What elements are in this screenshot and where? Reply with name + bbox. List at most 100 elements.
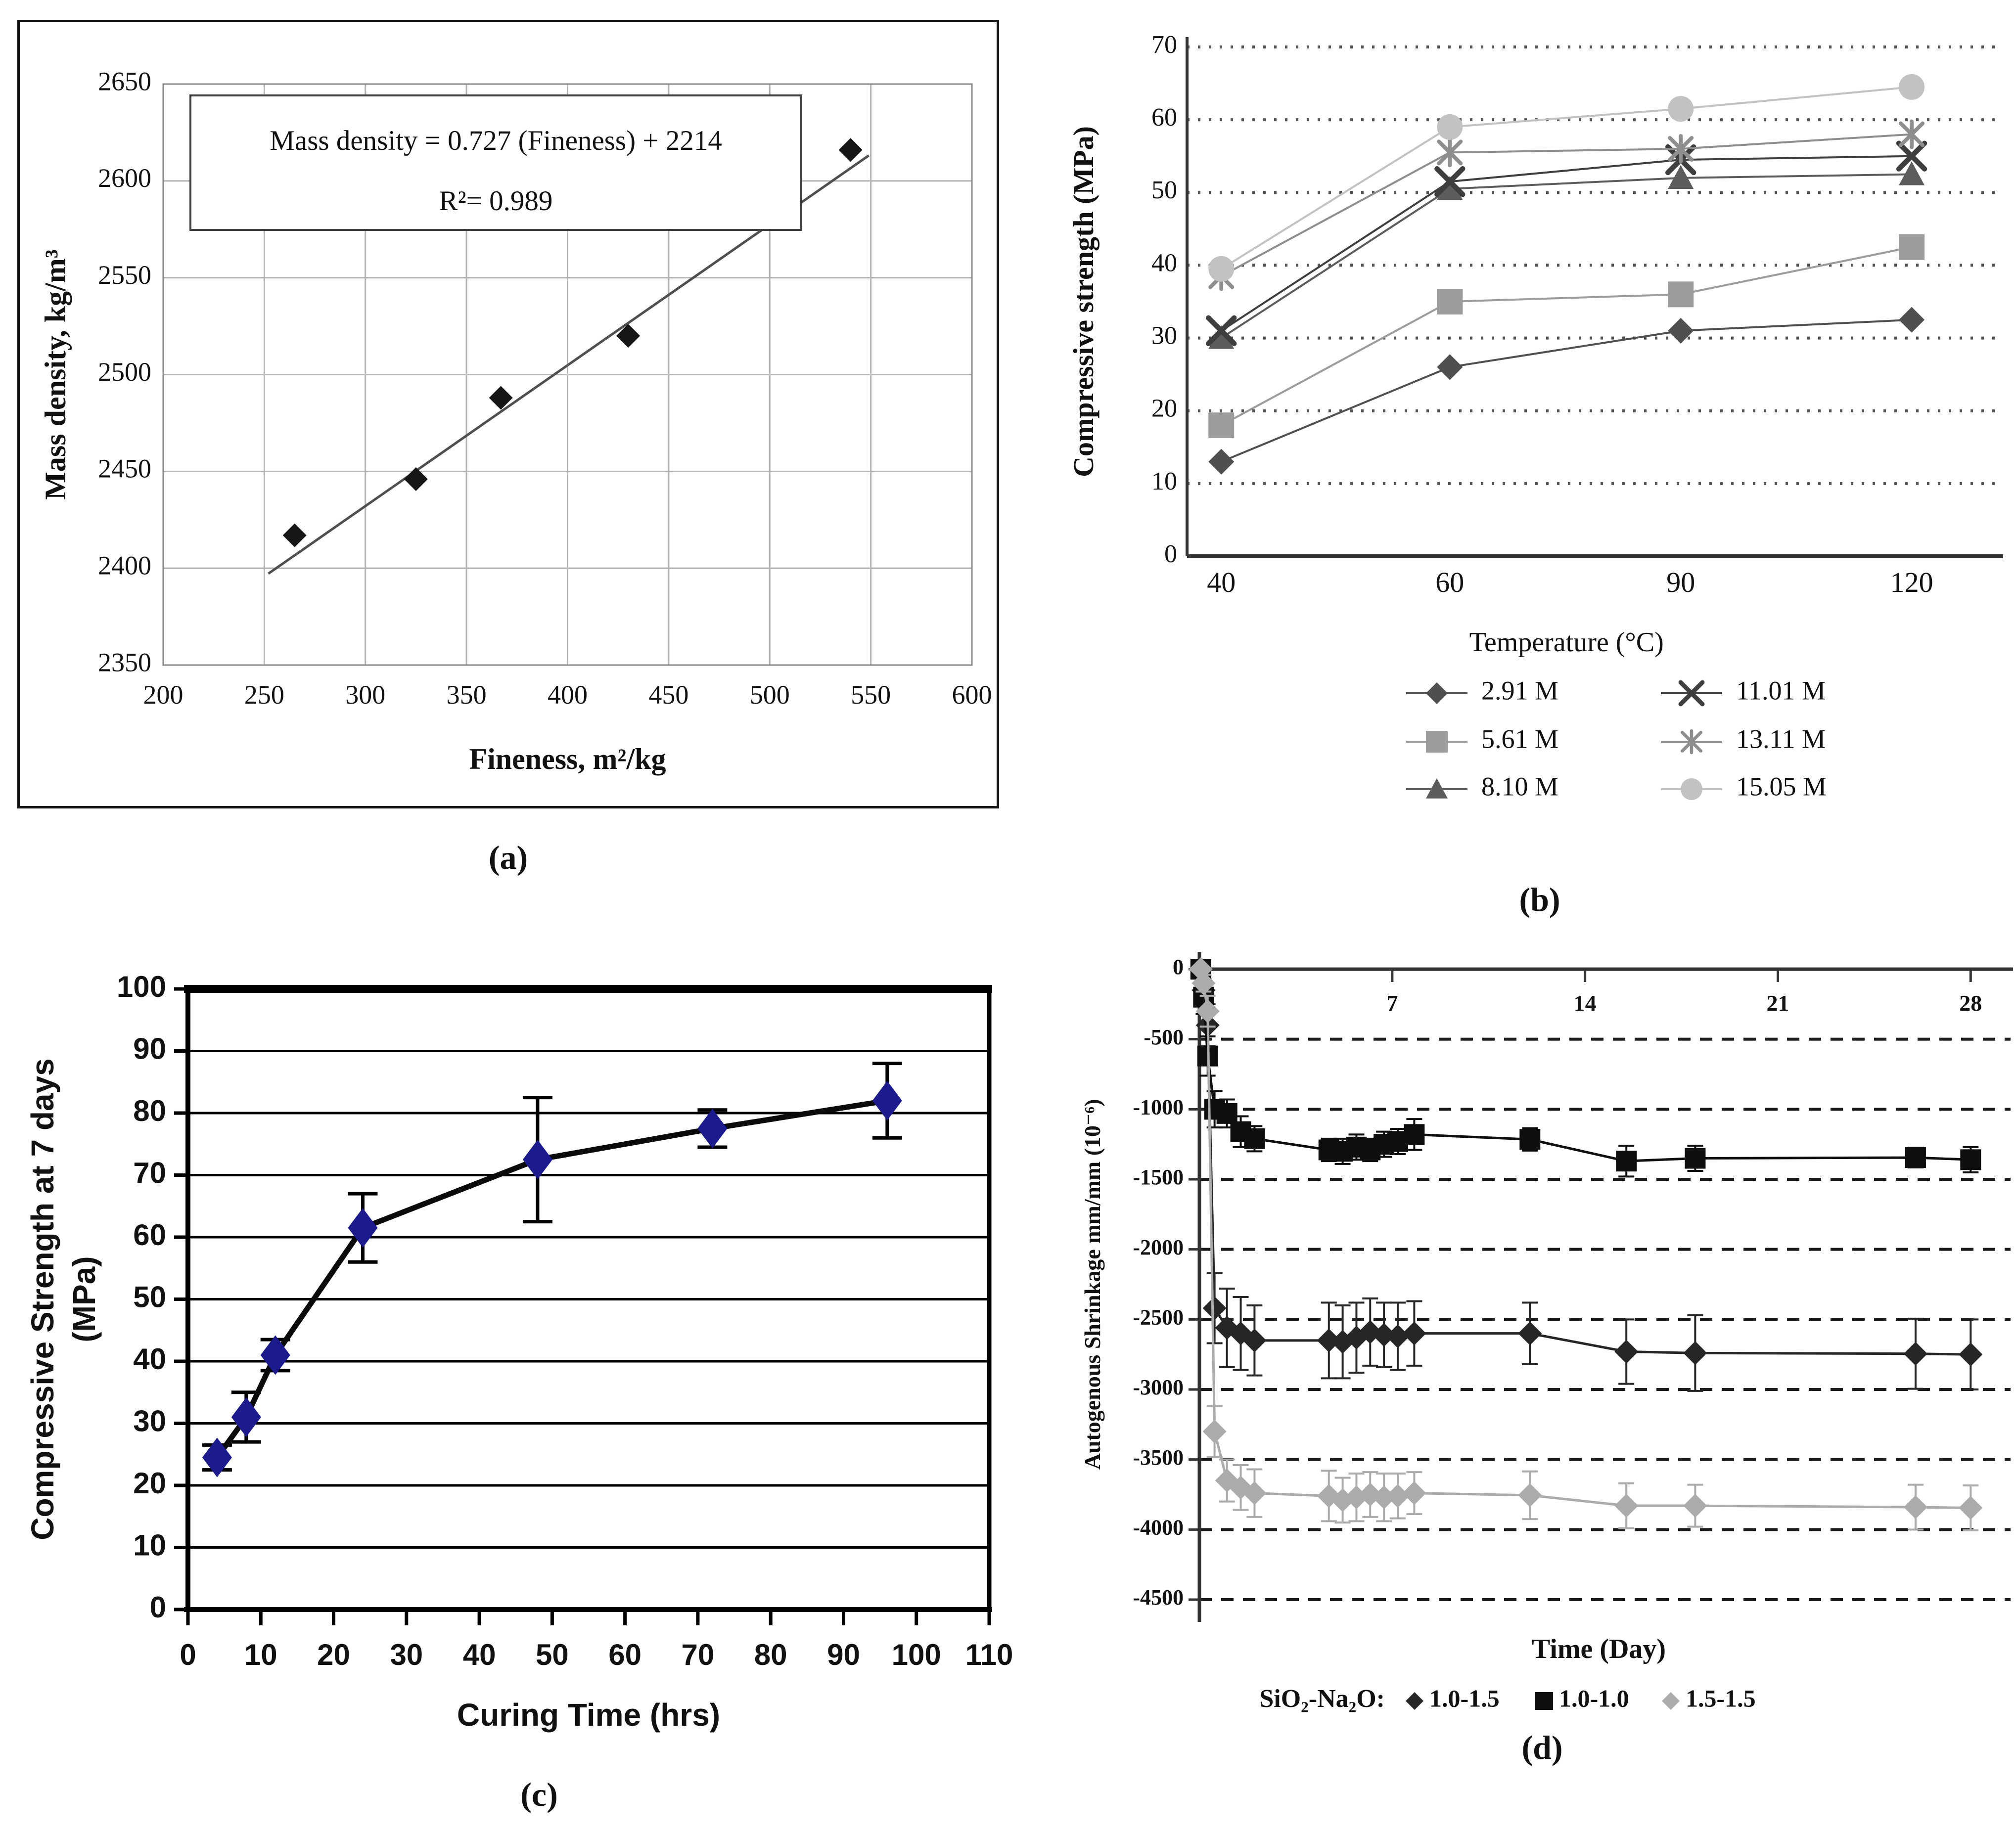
svg-text:90: 90 [827, 1638, 860, 1671]
svg-text:Fineness, m²/kg: Fineness, m²/kg [469, 743, 666, 775]
series-5.61M [1208, 234, 1925, 439]
chart-d-line-errorbars: 7 14 21 28 0 -500 -1000 -1500 -2000 -2500 -3000 -35… [1080, 952, 2013, 1713]
series-13.11M [1208, 119, 1925, 291]
caption-b: (b) [1519, 881, 1560, 918]
svg-text:30: 30 [1151, 322, 1177, 350]
svg-text:-2000: -2000 [1133, 1235, 1184, 1259]
svg-text:80: 80 [133, 1094, 166, 1127]
svg-text:60: 60 [133, 1218, 166, 1252]
svg-text:100: 100 [892, 1638, 941, 1671]
svg-text:20: 20 [133, 1467, 166, 1500]
svg-text:-1500: -1500 [1133, 1165, 1184, 1189]
svg-text:50: 50 [1151, 176, 1177, 204]
svg-text:250: 250 [244, 680, 284, 710]
svg-text:1.0-1.5: 1.0-1.5 [1429, 1684, 1500, 1712]
svg-text:Compressive strength (MPa): Compressive strength (MPa) [1067, 126, 1100, 477]
panel-a: 2350 2400 2450 2500 2550 2600 2650 200 250 300 350… [17, 20, 999, 808]
svg-text:1.5-1.5: 1.5-1.5 [1686, 1684, 1756, 1712]
svg-text:60: 60 [608, 1638, 641, 1671]
svg-text:15.05 M: 15.05 M [1736, 771, 1827, 801]
caption-d: (d) [1521, 1729, 1563, 1766]
svg-text:30: 30 [390, 1638, 423, 1671]
series-2.91M [1208, 307, 1925, 475]
svg-text:-1000: -1000 [1133, 1095, 1184, 1119]
svg-text:-4500: -4500 [1133, 1585, 1184, 1610]
plot-area-b: 0 10 20 30 40 50 60 70 40 60 90 120 Temperature (°C)… [1067, 31, 2003, 658]
chart-a-scatter: 2350 2400 2450 2500 2550 2600 2650 200 250 300 350… [39, 66, 992, 775]
svg-text:R²= 0.989: R²= 0.989 [439, 185, 553, 217]
svg-text:20: 20 [317, 1638, 350, 1671]
svg-text:Curing Time (hrs): Curing Time (hrs) [457, 1697, 720, 1733]
svg-text:110: 110 [965, 1638, 1013, 1671]
svg-text:-500: -500 [1144, 1025, 1184, 1049]
svg-text:550: 550 [851, 680, 891, 710]
svg-text:Temperature (°C): Temperature (°C) [1469, 627, 1664, 658]
legend-b: 2.91 M 5.61 M 8.10 M 11.01 M 13.11 M 15.05 M [1406, 675, 1827, 801]
svg-text:30: 30 [133, 1404, 166, 1437]
equation-annotation: Mass density = 0.727 (Fineness) + 2214 R²… [189, 94, 802, 231]
svg-text:13.11 M: 13.11 M [1736, 724, 1826, 754]
series-strength [202, 1062, 902, 1477]
svg-text:50: 50 [536, 1638, 569, 1671]
svg-text:40: 40 [463, 1638, 496, 1671]
svg-text:70: 70 [133, 1156, 166, 1189]
svg-text:40: 40 [133, 1342, 166, 1376]
svg-text:350: 350 [447, 680, 487, 710]
svg-text:70: 70 [1151, 31, 1177, 59]
svg-text:2500: 2500 [98, 357, 151, 387]
svg-text:14: 14 [1574, 990, 1597, 1016]
svg-text:90: 90 [1666, 566, 1695, 598]
svg-text:400: 400 [548, 680, 588, 710]
svg-text:60: 60 [1435, 566, 1464, 598]
svg-text:2550: 2550 [98, 260, 151, 290]
svg-text:40: 40 [1207, 566, 1236, 598]
series-8.10M [1208, 161, 1925, 349]
data-points [282, 138, 863, 547]
svg-text:Mass density, kg/m³: Mass density, kg/m³ [39, 249, 72, 499]
plot-area-d: 7 14 21 28 0 -500 -1000 -1500 -2000 -2500 -3000 -35… [1080, 952, 2013, 1664]
svg-text:0: 0 [1164, 540, 1177, 568]
svg-text:Time (Day): Time (Day) [1532, 1634, 1666, 1664]
svg-text:-3000: -3000 [1133, 1375, 1184, 1399]
svg-text:Compressive Strength at 7 days: Compressive Strength at 7 days [25, 1058, 60, 1540]
svg-text:450: 450 [648, 680, 688, 710]
svg-text:20: 20 [1151, 395, 1177, 423]
series-1.5-1.5 [1189, 957, 1983, 1531]
svg-text:90: 90 [133, 1032, 166, 1065]
svg-text:1.0-1.0: 1.0-1.0 [1559, 1684, 1629, 1712]
legend-d: SiO₂-Na₂O: 1.0-1.5 1.0-1.0 1.5-1.5 [1259, 1684, 1755, 1712]
svg-text:2.91 M: 2.91 M [1481, 675, 1558, 705]
svg-text:2350: 2350 [98, 647, 151, 677]
series-1.0-1.5 [1189, 957, 1983, 1392]
svg-text:40: 40 [1151, 249, 1177, 277]
chart-b-line: 0 10 20 30 40 50 60 70 40 60 90 120 Temperature (°C)… [1067, 31, 2003, 801]
svg-text:Autogenous Shrinkage mm/mm (10: Autogenous Shrinkage mm/mm (10⁻⁶) [1080, 1099, 1105, 1470]
series-11.01M [1206, 140, 1927, 347]
svg-text:-4000: -4000 [1133, 1515, 1184, 1539]
svg-text:200: 200 [143, 680, 183, 710]
svg-text:7: 7 [1386, 990, 1398, 1016]
plot-area-c: 0 10 20 30 40 50 60 70 80 90 100 110 0 10 20 30 40 50 60 70… [25, 970, 1013, 1733]
svg-text:-2500: -2500 [1133, 1305, 1184, 1329]
svg-text:10: 10 [133, 1528, 166, 1562]
svg-text:21: 21 [1766, 990, 1789, 1016]
svg-text:70: 70 [682, 1638, 715, 1671]
svg-text:80: 80 [754, 1638, 787, 1671]
svg-text:300: 300 [345, 680, 385, 710]
svg-text:600: 600 [952, 680, 992, 710]
svg-text:(MPa): (MPa) [66, 1256, 102, 1342]
svg-text:10: 10 [1151, 467, 1177, 495]
chart-c-line-errorbars: 0 10 20 30 40 50 60 70 80 90 100 110 0 10 20 30 40 50 60 70… [25, 970, 1013, 1733]
svg-text:5.61 M: 5.61 M [1481, 724, 1558, 754]
svg-text:11.01 M: 11.01 M [1736, 675, 1826, 705]
svg-text:2650: 2650 [98, 66, 151, 96]
svg-text:SiO₂-Na₂O:: SiO₂-Na₂O: [1259, 1685, 1385, 1713]
caption-a: (a) [488, 839, 528, 876]
svg-text:50: 50 [133, 1280, 166, 1313]
svg-text:0: 0 [150, 1591, 166, 1624]
caption-c: (c) [520, 1776, 558, 1813]
series-15.05M [1208, 74, 1925, 282]
svg-text:0: 0 [1173, 955, 1184, 979]
svg-text:Mass density = 0.727 (Fineness: Mass density = 0.727 (Fineness) + 2214 [270, 125, 722, 156]
svg-text:8.10 M: 8.10 M [1481, 771, 1558, 801]
